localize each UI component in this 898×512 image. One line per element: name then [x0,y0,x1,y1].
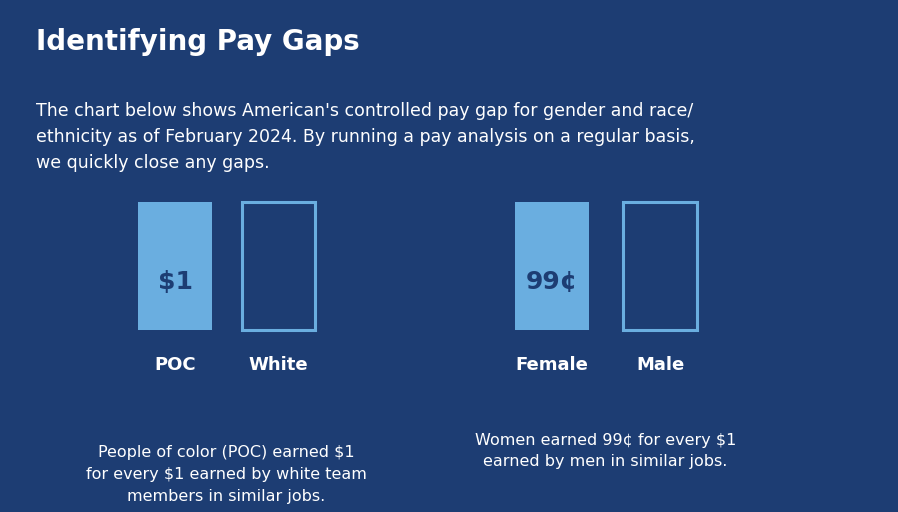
Text: $1: $1 [158,270,192,293]
Text: Women earned 99¢ for every $1
earned by men in similar jobs.: Women earned 99¢ for every $1 earned by … [474,433,736,469]
Text: People of color (POC) earned $1
for every $1 earned by white team
members in sim: People of color (POC) earned $1 for ever… [86,445,366,504]
Text: Male: Male [636,356,684,374]
Text: White: White [249,356,308,374]
FancyBboxPatch shape [138,202,212,330]
Text: Identifying Pay Gaps: Identifying Pay Gaps [36,28,360,56]
Text: 99¢: 99¢ [526,270,578,293]
Text: The chart below shows American's controlled pay gap for gender and race/
ethnici: The chart below shows American's control… [36,102,695,172]
Text: $1: $1 [643,270,677,293]
Text: Female: Female [515,356,589,374]
Text: POC: POC [154,356,196,374]
Text: $1: $1 [261,270,295,293]
FancyBboxPatch shape [515,202,589,330]
